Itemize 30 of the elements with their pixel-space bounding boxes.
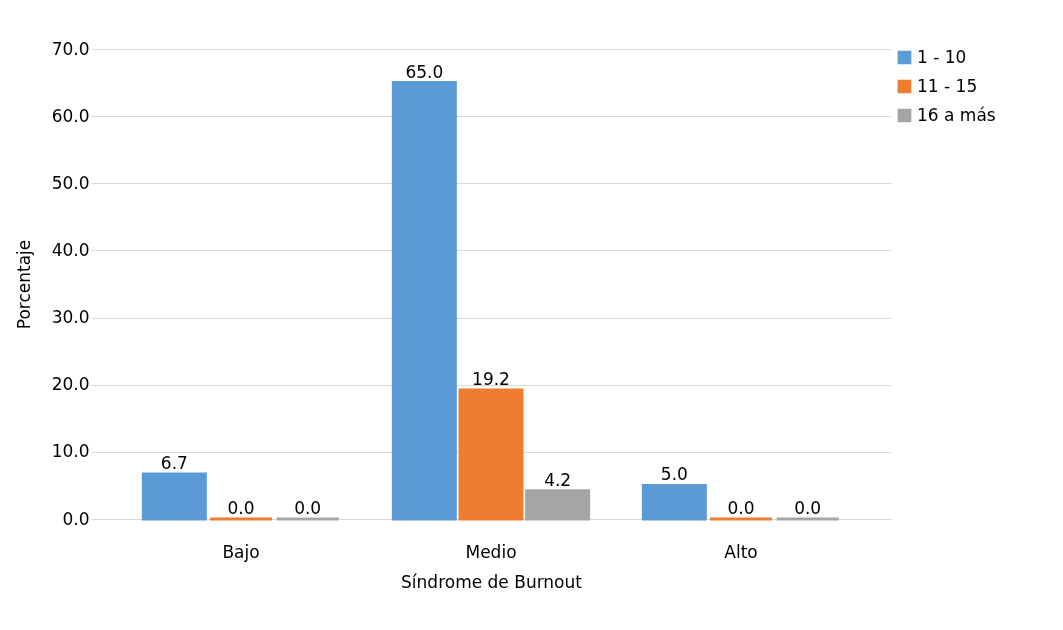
x-tick-label: Medio [465, 541, 517, 562]
y-tick-label: 50.0 [51, 172, 90, 193]
x-tick-label: Alto [724, 541, 758, 562]
bar [141, 472, 207, 521]
y-tick-label: 20.0 [51, 374, 90, 395]
legend-label: 11 - 15 [917, 75, 978, 96]
bar [391, 81, 457, 521]
bar [525, 489, 591, 521]
y-tick-label: 0.0 [62, 508, 90, 529]
y-tick-label: 10.0 [51, 441, 90, 462]
data-label: 4.2 [544, 469, 572, 490]
y-tick-label: 70.0 [51, 38, 90, 59]
y-axis-title: Porcentaje [13, 239, 34, 330]
data-label: 6.7 [160, 453, 188, 474]
bar [641, 483, 707, 521]
data-label: 0.0 [294, 498, 322, 518]
bar [458, 388, 524, 521]
y-tick-label: 30.0 [51, 307, 90, 328]
x-tick-label: Bajo [222, 541, 260, 562]
data-label: 0.0 [794, 498, 822, 518]
data-label: 5.0 [660, 464, 688, 485]
legend-label: 1 - 10 [917, 46, 967, 67]
data-label: 65.0 [405, 61, 444, 82]
data-label: 0.0 [227, 498, 255, 518]
y-tick-label: 60.0 [51, 105, 90, 126]
data-label: 19.2 [472, 369, 510, 390]
y-tick-label: 40.0 [51, 239, 90, 260]
x-axis-title: Síndrome de Burnout [401, 571, 583, 592]
data-label: 0.0 [727, 498, 755, 518]
legend-label: 16 a más [917, 104, 996, 125]
